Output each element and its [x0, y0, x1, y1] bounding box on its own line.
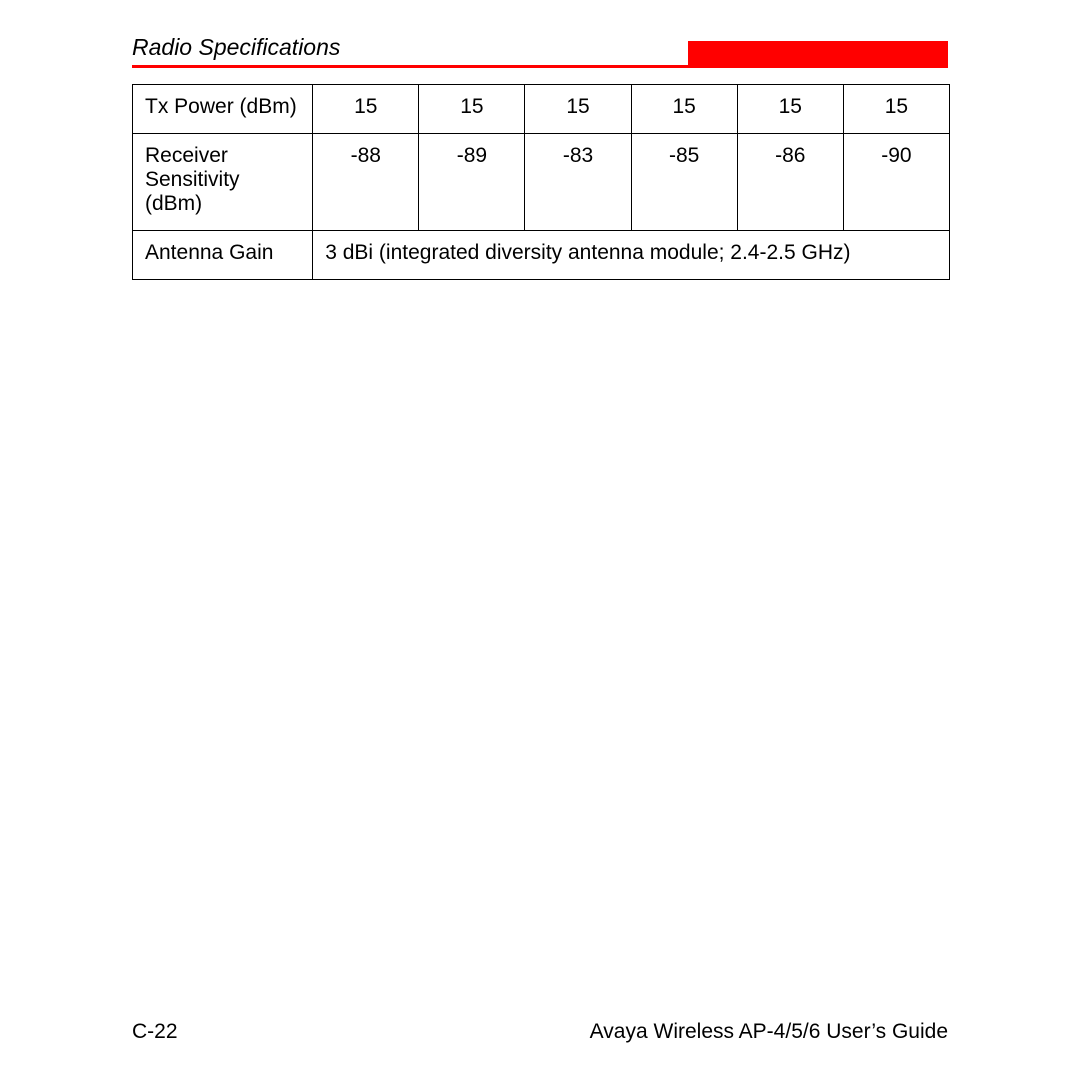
cell-value: -89: [419, 134, 525, 231]
page-header: Radio Specifications: [132, 34, 948, 68]
table-row: Receiver Sensitivity (dBm) -88 -89 -83 -…: [133, 134, 950, 231]
cell-value: -83: [525, 134, 631, 231]
cell-value: -88: [313, 134, 419, 231]
row-label: Tx Power (dBm): [133, 85, 313, 134]
cell-value: 15: [313, 85, 419, 134]
merged-cell-value: 3 dBi (integrated diversity antenna modu…: [313, 231, 950, 280]
cell-value: -90: [843, 134, 949, 231]
cell-value: 15: [843, 85, 949, 134]
cell-value: 15: [737, 85, 843, 134]
document-page: Radio Specifications Tx Power (dBm) 15 1…: [0, 0, 1080, 1080]
row-label: Receiver Sensitivity (dBm): [133, 134, 313, 231]
page-footer: C-22 Avaya Wireless AP-4/5/6 User’s Guid…: [132, 1020, 948, 1044]
cell-value: 15: [525, 85, 631, 134]
guide-title: Avaya Wireless AP-4/5/6 User’s Guide: [590, 1020, 948, 1044]
table-row: Tx Power (dBm) 15 15 15 15 15 15: [133, 85, 950, 134]
cell-value: 15: [631, 85, 737, 134]
table-row: Antenna Gain 3 dBi (integrated diversity…: [133, 231, 950, 280]
cell-value: -85: [631, 134, 737, 231]
header-accent-bar: [688, 41, 948, 65]
radio-spec-table: Tx Power (dBm) 15 15 15 15 15 15 Receive…: [132, 84, 950, 280]
cell-value: -86: [737, 134, 843, 231]
row-label: Antenna Gain: [133, 231, 313, 280]
cell-value: 15: [419, 85, 525, 134]
section-title: Radio Specifications: [132, 34, 340, 61]
page-number: C-22: [132, 1020, 178, 1044]
